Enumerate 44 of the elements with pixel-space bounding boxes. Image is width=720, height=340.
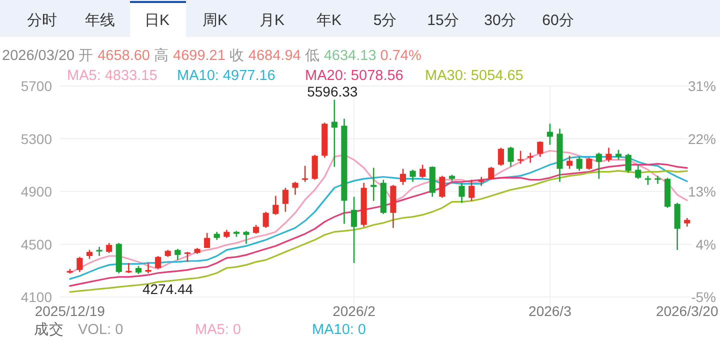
y-tick-label: 4500 <box>20 236 52 252</box>
text: 2026/03/20 <box>2 48 75 64</box>
text: 年K <box>316 12 342 29</box>
text: 4634.13 <box>324 48 376 64</box>
text: 成交 <box>34 321 64 338</box>
text: MA10: 4977.16 <box>177 68 276 84</box>
y-tick-label: 5300 <box>20 130 52 147</box>
y2-tick-label: -5% <box>691 289 716 305</box>
x-tick-label: 2026/2 <box>332 303 376 319</box>
text: 年线 <box>85 12 115 29</box>
x-tick-label: 2026/3/20 <box>656 303 718 319</box>
y-tick-label: 5700 <box>20 78 52 94</box>
text: MA5: 0 <box>195 322 241 338</box>
text: MA20: 5078.56 <box>305 68 404 84</box>
annotation: 4274.44 <box>142 280 194 297</box>
y2-tick-label: 13% <box>688 184 716 200</box>
text: 30分 <box>484 12 516 29</box>
text: 高 <box>154 47 169 64</box>
text: 4699.21 <box>173 48 226 64</box>
text: 15分 <box>427 12 459 29</box>
text: 4658.60 <box>98 48 150 64</box>
text: 日K <box>144 12 170 29</box>
text: 5分 <box>373 12 397 29</box>
y-tick-label: 4900 <box>20 184 52 200</box>
text: 开 <box>78 48 94 64</box>
text: MA5: 4833.15 <box>67 68 158 84</box>
text: VOL: 0 <box>78 322 124 338</box>
text: 4684.94 <box>248 48 301 64</box>
text: 收 <box>229 48 244 64</box>
text: 分时 <box>27 12 57 29</box>
text: MA10: 0 <box>312 322 366 338</box>
text: MA30: 5054.65 <box>425 68 524 84</box>
annotation: 5596.33 <box>307 84 358 100</box>
x-tick-label: 2026/3 <box>528 303 572 319</box>
text: 0.74% <box>380 48 422 64</box>
x-tick-label: 2025/12/19 <box>34 303 105 319</box>
y2-tick-label: 22% <box>688 130 716 147</box>
y2-tick-label: 4% <box>696 236 716 252</box>
y2-tick-label: 31% <box>688 78 716 94</box>
text: 周K <box>202 12 228 29</box>
text: 低 <box>304 48 320 64</box>
y-tick-label: 4100 <box>20 289 52 305</box>
text: 60分 <box>542 12 574 29</box>
text: 月K <box>259 12 285 29</box>
